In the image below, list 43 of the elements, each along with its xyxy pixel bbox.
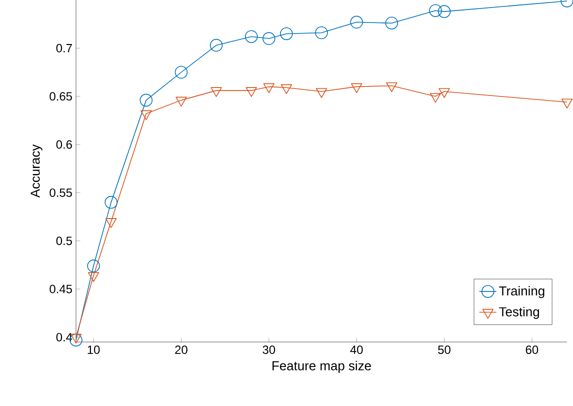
point bbox=[140, 110, 152, 120]
x-tick-label: 40 bbox=[350, 346, 363, 354]
point bbox=[315, 26, 328, 40]
point bbox=[263, 83, 274, 94]
y-tick-label: 0.7 bbox=[56, 44, 72, 52]
x-axis-title: Feature map size bbox=[272, 360, 371, 373]
point bbox=[87, 260, 100, 272]
y-tick-label: 0.55 bbox=[50, 188, 72, 197]
y-axis-title: Accuracy bbox=[30, 144, 42, 198]
y-tick-label: 0.6 bbox=[56, 140, 72, 149]
legend-label: Testing bbox=[499, 306, 540, 319]
point bbox=[438, 88, 450, 98]
point bbox=[210, 38, 223, 52]
y-tick-label: 0.65 bbox=[50, 92, 72, 101]
point bbox=[385, 16, 398, 30]
point bbox=[88, 272, 100, 282]
point bbox=[430, 92, 442, 103]
point bbox=[140, 94, 153, 107]
point bbox=[176, 96, 187, 107]
point bbox=[246, 87, 257, 97]
point bbox=[438, 5, 451, 18]
point bbox=[104, 196, 118, 209]
point bbox=[244, 30, 258, 43]
x-tick-label: 30 bbox=[262, 346, 276, 354]
point bbox=[210, 87, 222, 97]
point bbox=[262, 32, 276, 45]
legend-label: Training bbox=[499, 286, 544, 298]
point bbox=[316, 88, 328, 98]
point bbox=[350, 83, 362, 94]
point bbox=[280, 27, 293, 40]
x-tick-label: 10 bbox=[88, 346, 100, 354]
point bbox=[561, 98, 573, 108]
point bbox=[174, 66, 188, 79]
point bbox=[386, 82, 398, 92]
point bbox=[429, 4, 442, 17]
x-tick-label: 50 bbox=[438, 346, 450, 354]
point bbox=[350, 16, 363, 29]
x-tick-label: 60 bbox=[526, 346, 538, 354]
point bbox=[105, 218, 117, 228]
x-tick-label: 20 bbox=[175, 346, 188, 354]
point bbox=[280, 84, 292, 94]
y-tick-label: 0.5 bbox=[56, 236, 72, 246]
y-tick-label: 0.45 bbox=[50, 284, 72, 294]
